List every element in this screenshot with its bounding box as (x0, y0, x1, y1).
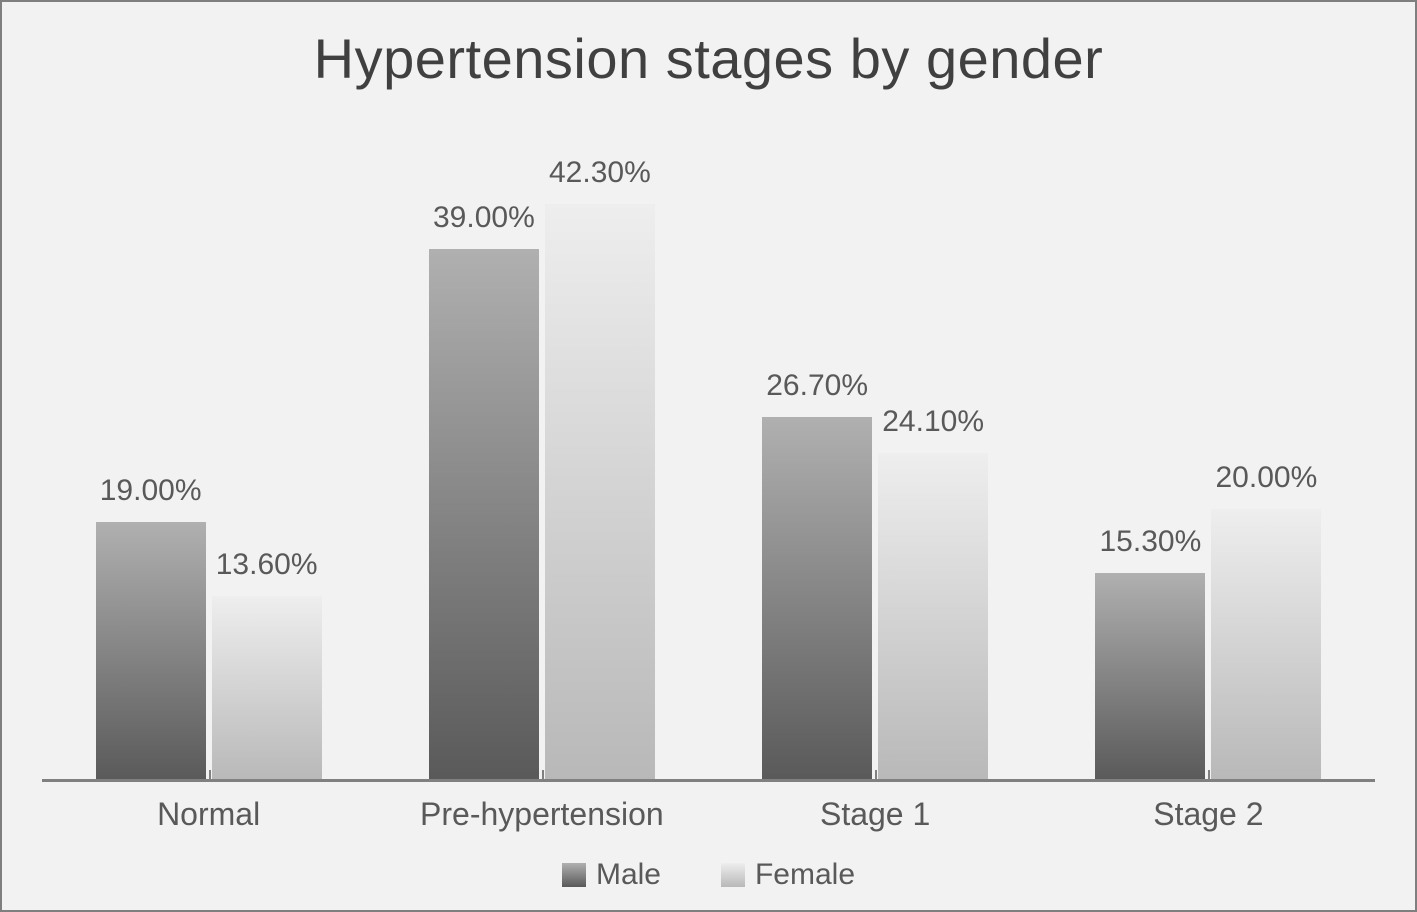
x-tick-label: Normal (157, 782, 260, 833)
x-tick-stage1: Stage 1 (709, 782, 1042, 852)
value-label: 15.30% (1100, 525, 1202, 559)
bar-rect (1211, 509, 1321, 782)
x-tick-label: Stage 2 (1153, 782, 1263, 833)
value-label: 42.30% (549, 156, 651, 190)
group-stage2: 15.30% 20.00% (1042, 99, 1375, 782)
legend-swatch-male (562, 863, 586, 887)
bar-rect (429, 249, 539, 782)
bar-rect (96, 522, 206, 782)
bar-female-normal: 13.60% (212, 548, 322, 782)
value-label: 20.00% (1216, 461, 1318, 495)
x-tick-label: Stage 1 (820, 782, 930, 833)
bar-female-prehypertension: 42.30% (545, 156, 655, 782)
bar-male-stage2: 15.30% (1095, 525, 1205, 782)
bar-rect (1095, 573, 1205, 782)
group-normal: 19.00% 13.60% (42, 99, 375, 782)
bar-rect (545, 204, 655, 782)
bar-female-stage2: 20.00% (1211, 461, 1321, 782)
legend-label: Male (596, 858, 661, 892)
bar-male-normal: 19.00% (96, 474, 206, 782)
x-tick-prehypertension: Pre-hypertension (375, 782, 708, 852)
value-label: 24.10% (882, 405, 984, 439)
plot-area: 19.00% 13.60% 39.00% 42.30% (42, 99, 1375, 852)
group-stage1: 26.70% 24.10% (709, 99, 1042, 782)
bar-female-stage1: 24.10% (878, 405, 988, 782)
value-label: 19.00% (100, 474, 202, 508)
bar-groups: 19.00% 13.60% 39.00% 42.30% (42, 99, 1375, 782)
legend-item-female: Female (721, 858, 855, 892)
legend: Male Female (2, 852, 1415, 910)
bar-rect (762, 417, 872, 782)
x-axis: Normal Pre-hypertension Stage 1 Stage 2 (42, 779, 1375, 852)
value-label: 26.70% (766, 369, 868, 403)
bar-male-stage1: 26.70% (762, 369, 872, 782)
x-tick-label: Pre-hypertension (420, 782, 664, 833)
chart-container: Hypertension stages by gender 19.00% 13.… (0, 0, 1417, 912)
x-tick-stage2: Stage 2 (1042, 782, 1375, 852)
value-label: 39.00% (433, 201, 535, 235)
chart-title: Hypertension stages by gender (2, 2, 1415, 99)
legend-item-male: Male (562, 858, 661, 892)
bar-rect (878, 453, 988, 782)
legend-label: Female (755, 858, 855, 892)
group-prehypertension: 39.00% 42.30% (375, 99, 708, 782)
value-label: 13.60% (216, 548, 318, 582)
bar-male-prehypertension: 39.00% (429, 201, 539, 782)
x-tick-normal: Normal (42, 782, 375, 852)
bar-rect (212, 596, 322, 782)
legend-swatch-female (721, 863, 745, 887)
